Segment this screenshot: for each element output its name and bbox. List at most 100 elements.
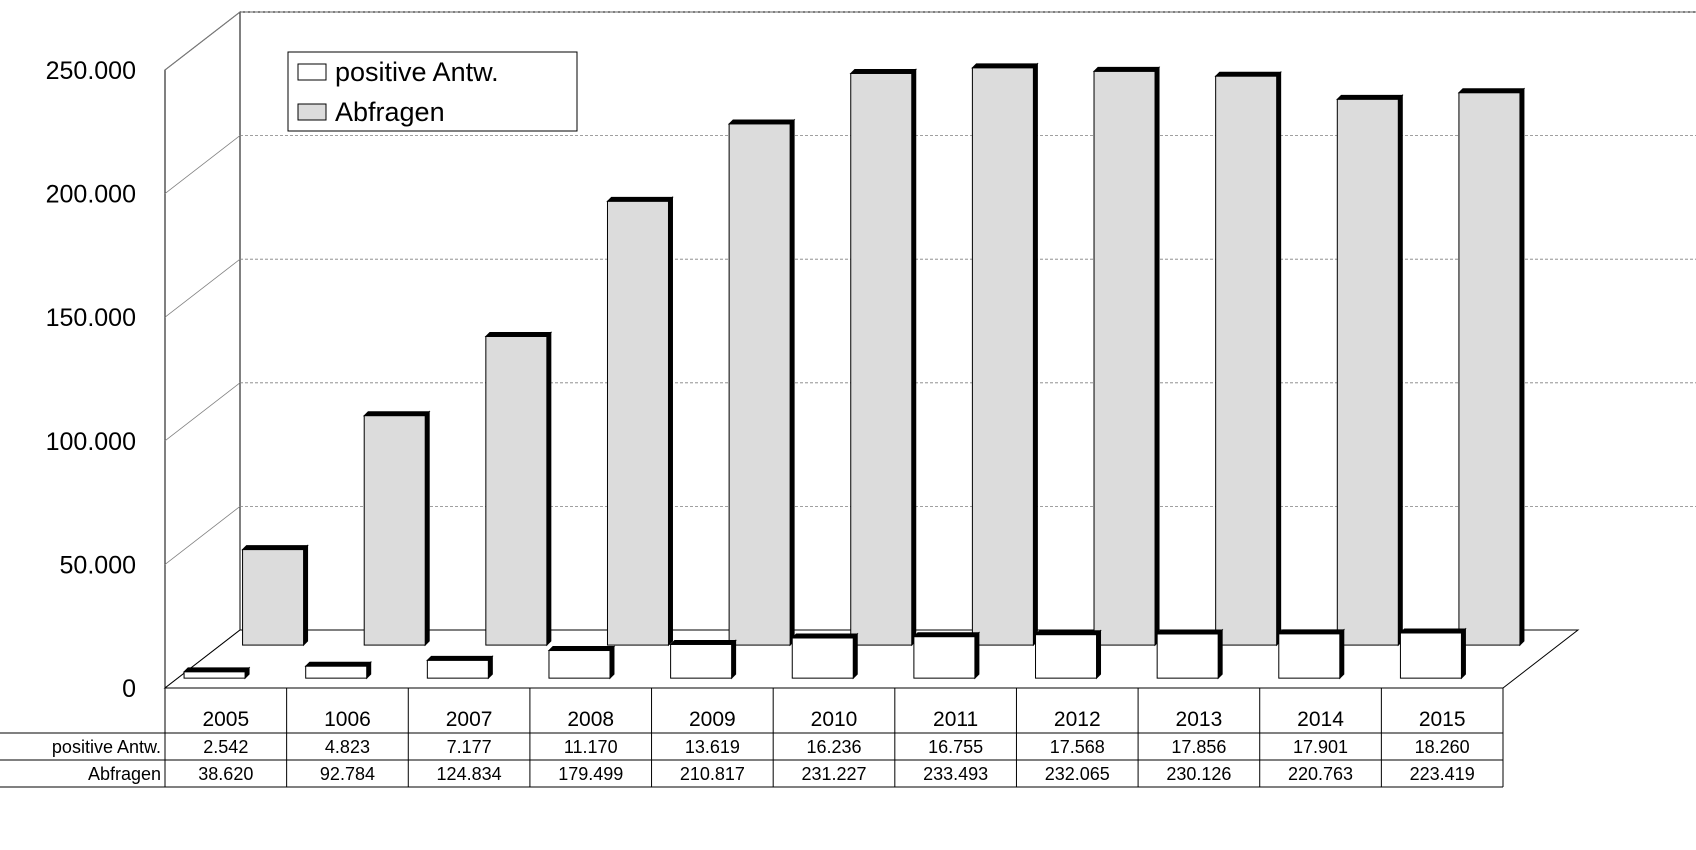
row-header-positive-antw: positive Antw. <box>52 737 161 757</box>
legend-label-abfragen: Abfragen <box>335 97 445 127</box>
data-label-abfragen: 38.620 <box>198 764 253 784</box>
row-header-abfragen: Abfragen <box>88 764 161 784</box>
bar-face <box>606 200 669 646</box>
data-label-abfragen: 220.763 <box>1288 764 1353 784</box>
bar-face <box>670 643 733 679</box>
bar-positive-antw-1006 <box>304 661 372 680</box>
bar-abfragen-2005 <box>241 544 309 647</box>
x-category-label: 2012 <box>1054 708 1101 731</box>
bar-side <box>1154 66 1160 647</box>
legend-box <box>287 51 578 132</box>
data-table: 2005 2.542 38.620 1006 4.823 92.784 2007 7.177 1… <box>0 688 1504 788</box>
bar-abfragen-2015 <box>1457 87 1526 647</box>
x-category-label: 2014 <box>1297 708 1344 731</box>
y-tick-label: 50.000 <box>60 551 136 579</box>
bar-face <box>791 637 854 679</box>
gridline-side <box>164 506 241 565</box>
y-tick-label: 150.000 <box>46 304 136 332</box>
bar-top <box>971 63 1039 69</box>
x-category-label: 2015 <box>1419 708 1466 731</box>
bar-side <box>609 645 615 680</box>
bar-side <box>667 196 673 647</box>
bar-top <box>1399 628 1467 634</box>
data-label-abfragen: 223.419 <box>1410 764 1475 784</box>
bar-face <box>1035 634 1098 679</box>
bar-top <box>727 119 796 125</box>
data-label-positive-antw: 7.177 <box>447 737 492 757</box>
x-category-label: 2008 <box>567 708 614 731</box>
gridline-side <box>164 258 241 318</box>
bar-face <box>1215 75 1278 646</box>
bar-abfragen-2009 <box>727 118 796 647</box>
bar-face <box>1093 70 1156 646</box>
bar-side <box>789 118 795 647</box>
bar-abfragen-2013 <box>1214 71 1282 647</box>
bar-top <box>182 667 251 673</box>
data-label-positive-antw: 16.236 <box>806 737 861 757</box>
bar-top <box>1214 71 1282 77</box>
bar-face <box>1278 633 1341 679</box>
bar-top <box>912 632 981 638</box>
bar-abfragen-2014 <box>1336 94 1404 647</box>
bar-top <box>1336 94 1404 100</box>
bar-positive-antw-2012 <box>1034 629 1102 680</box>
bar-face <box>305 665 368 679</box>
bar-side <box>1276 71 1282 647</box>
bar-top <box>606 196 674 202</box>
x-category-label: 2009 <box>689 708 736 731</box>
bar-positive-antw-2015 <box>1399 627 1467 680</box>
bar-side <box>546 331 552 647</box>
data-label-positive-antw: 17.901 <box>1293 737 1348 757</box>
y-tick-label: 200.000 <box>46 181 136 209</box>
bar-abfragen-1006 <box>362 410 431 647</box>
y-tick-label: 0 <box>122 675 136 703</box>
bar-top <box>304 661 372 667</box>
data-label-positive-antw: 13.619 <box>685 737 740 757</box>
bar-side <box>1032 62 1038 647</box>
bar-positive-antw-2010 <box>791 632 859 680</box>
bar-positive-antw-2007 <box>426 655 494 680</box>
data-label-abfragen: 233.493 <box>923 764 988 784</box>
bar-top <box>1155 629 1224 635</box>
legend-swatch-positive-antw <box>297 63 327 81</box>
bar-positive-antw-2005 <box>182 666 251 680</box>
legend: positive Antw. Abfragen <box>287 51 578 132</box>
bar-top <box>791 633 859 639</box>
bar-top <box>1457 88 1526 94</box>
data-label-abfragen: 210.817 <box>680 764 745 784</box>
abfragen-bars <box>241 62 1526 647</box>
bar-face <box>485 335 548 646</box>
bar-face <box>1156 633 1219 679</box>
bar-top <box>426 655 494 661</box>
bar-top <box>669 639 737 645</box>
bar-positive-antw-2013 <box>1155 628 1224 680</box>
bar-face <box>971 67 1034 646</box>
bar-face <box>183 671 246 679</box>
bar-side <box>1217 628 1223 680</box>
data-label-positive-antw: 18.260 <box>1415 737 1470 757</box>
bar-side <box>1096 629 1102 680</box>
bar-side <box>1519 87 1525 647</box>
bar-top <box>362 411 431 417</box>
bar-positive-antw-2014 <box>1277 628 1346 680</box>
gridline-side <box>164 135 241 194</box>
bar-side <box>1339 628 1345 680</box>
gridlines <box>164 11 1696 565</box>
bar-face <box>913 636 976 679</box>
bar-top <box>849 68 917 74</box>
bar-top <box>1092 66 1161 72</box>
bar-positive-antw-2008 <box>547 645 616 680</box>
x-category-label: 2011 <box>933 708 978 731</box>
x-category-label: 2005 <box>202 708 249 731</box>
x-category-label: 2007 <box>446 708 493 731</box>
bar-abfragen-2008 <box>606 196 674 647</box>
x-category-label: 2010 <box>811 708 858 731</box>
positive-antw-bars <box>182 627 1467 680</box>
bar-face <box>242 549 305 646</box>
x-category-label: 2013 <box>1176 708 1223 731</box>
data-label-positive-antw: 17.568 <box>1050 737 1105 757</box>
bar-positive-antw-2011 <box>912 631 981 680</box>
bar-side <box>303 544 309 647</box>
